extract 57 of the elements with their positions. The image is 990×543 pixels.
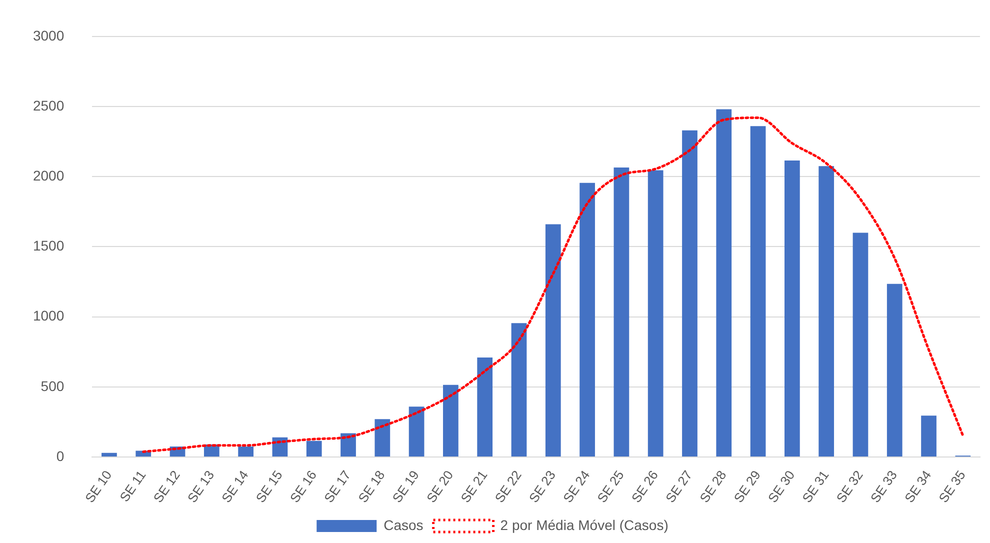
bar bbox=[238, 446, 254, 457]
bar bbox=[340, 433, 356, 457]
bar bbox=[921, 416, 936, 457]
bar bbox=[716, 109, 732, 457]
x-tick-label: SE 24 bbox=[560, 468, 593, 506]
x-tick-label: SE 19 bbox=[389, 468, 422, 506]
x-tick-label: SE 15 bbox=[252, 468, 286, 506]
x-tick-label: SE 23 bbox=[526, 468, 559, 506]
y-tick-label: 3000 bbox=[32, 27, 64, 44]
x-tick-label: SE 31 bbox=[799, 468, 832, 506]
y-tick-label: 2500 bbox=[32, 97, 64, 114]
x-tick-label: SE 34 bbox=[902, 468, 934, 506]
bar bbox=[511, 323, 527, 457]
bar bbox=[648, 170, 664, 457]
bar bbox=[682, 130, 698, 457]
x-tick-label: SE 30 bbox=[764, 468, 798, 506]
bar bbox=[784, 160, 800, 457]
x-tick-label: SE 20 bbox=[423, 468, 456, 506]
bar bbox=[852, 232, 868, 457]
bar bbox=[102, 452, 117, 457]
x-tick-label: SE 21 bbox=[458, 468, 490, 506]
y-tick-label: 2000 bbox=[32, 167, 64, 184]
x-tick-label: SE 26 bbox=[628, 468, 661, 506]
y-tick-label: 500 bbox=[40, 378, 64, 394]
x-tick-label: SE 29 bbox=[730, 468, 764, 506]
x-tick-label: SE 14 bbox=[218, 468, 252, 506]
y-tick-label: 1000 bbox=[32, 308, 64, 324]
x-tick-label: SE 16 bbox=[286, 468, 320, 506]
legend-label: Casos bbox=[384, 516, 424, 533]
x-tick-label: SE 35 bbox=[936, 468, 968, 506]
bar bbox=[580, 182, 595, 457]
x-tick-label: SE 10 bbox=[82, 468, 115, 506]
x-tick-label: SE 27 bbox=[662, 468, 696, 506]
legend-label: 2 por Média Móvel (Casos) bbox=[500, 516, 668, 533]
bar bbox=[545, 224, 561, 457]
bar bbox=[886, 284, 902, 457]
x-tick-label: SE 28 bbox=[696, 468, 730, 506]
bar bbox=[443, 384, 458, 457]
bar bbox=[374, 419, 390, 457]
bar bbox=[614, 168, 630, 457]
bar bbox=[750, 126, 766, 457]
x-tick-label: SE 12 bbox=[150, 468, 183, 506]
bar bbox=[408, 406, 424, 457]
x-tick-label: SE 32 bbox=[833, 468, 866, 506]
x-tick-label: SE 18 bbox=[355, 468, 388, 506]
line-series bbox=[142, 116, 964, 453]
y-tick-label: 0 bbox=[56, 448, 64, 464]
x-tick-label: SE 11 bbox=[116, 468, 149, 505]
bar bbox=[818, 166, 834, 457]
x-tick-label: SE 17 bbox=[321, 468, 354, 506]
x-tick-label: SE 13 bbox=[184, 468, 218, 506]
x-tick-label: SE 33 bbox=[867, 468, 900, 506]
bar bbox=[477, 357, 493, 457]
bar bbox=[306, 440, 322, 457]
x-tick-label: SE 22 bbox=[492, 468, 524, 506]
y-tick-label: 1500 bbox=[32, 238, 64, 254]
x-tick-label: SE 25 bbox=[594, 468, 627, 506]
